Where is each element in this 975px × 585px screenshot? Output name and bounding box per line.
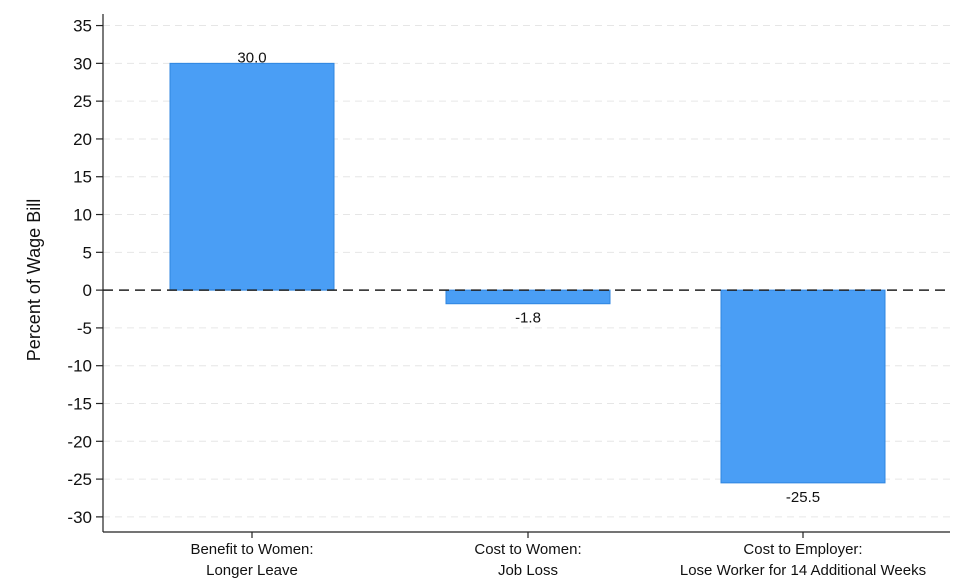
y-tick-label: -25	[67, 470, 92, 489]
x-tick-label-line: Cost to Women:	[474, 541, 581, 558]
y-tick-label: -15	[67, 395, 92, 414]
y-tick-label: 10	[73, 206, 92, 225]
x-tick-label: Cost to Women: Job Loss	[474, 541, 581, 579]
y-tick-label: -20	[67, 432, 92, 451]
y-tick-label: -5	[77, 319, 92, 338]
y-tick-label: 5	[83, 243, 92, 262]
bar	[445, 289, 611, 305]
bar	[169, 62, 335, 291]
data-label: -25.5	[786, 489, 820, 506]
y-tick-label: 35	[73, 17, 92, 36]
x-tick-label-line: Longer Leave	[206, 562, 298, 579]
y-axis-title: Percent of Wage Bill	[24, 199, 44, 361]
y-tick-label: -10	[67, 357, 92, 376]
x-tick-label-line: Lose Worker for 14 Additional Weeks	[680, 562, 926, 579]
x-tick-label-line: Cost to Employer:	[743, 541, 862, 558]
x-tick-label-line: Job Loss	[498, 562, 558, 579]
y-tick-label: -30	[67, 508, 92, 527]
x-tick-label: Cost to Employer: Lose Worker for 14 Addi…	[680, 541, 926, 579]
y-tick-label: 30	[73, 54, 92, 73]
y-tick-label: 20	[73, 130, 92, 149]
x-tick-label: Benefit to Women: Longer Leave	[190, 541, 313, 579]
y-tick-label: 0	[83, 281, 92, 300]
y-tick-label: 15	[73, 168, 92, 187]
y-tick-label: 25	[73, 92, 92, 111]
bars	[169, 62, 886, 484]
data-label: 30.0	[237, 49, 266, 66]
labels: 35 30 25 20 15 10 5 0 -5 -10 -15 -20 -25 -30 30.0 -1.8 -…	[67, 17, 926, 579]
gridlines	[103, 25, 950, 518]
bar	[720, 289, 886, 484]
axes	[96, 14, 950, 538]
data-label: -1.8	[515, 310, 541, 327]
x-tick-label-line: Benefit to Women:	[190, 541, 313, 558]
